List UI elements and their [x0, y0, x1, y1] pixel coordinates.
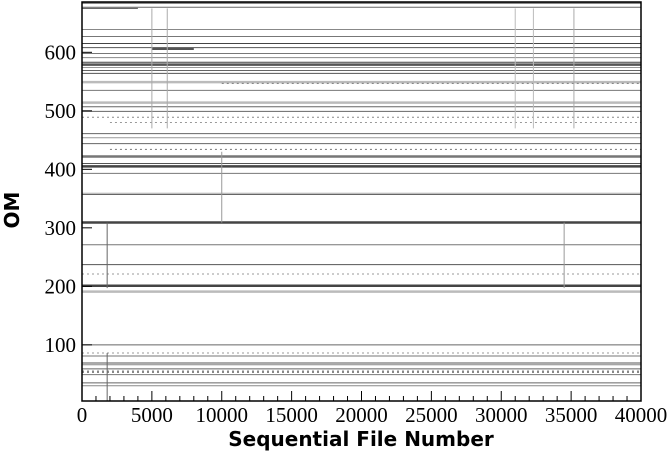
y-tick-label: 200	[45, 274, 77, 298]
axis-ticks: 0 5000 10000 15000 20000 25000 30000 35000 40000…	[45, 40, 668, 427]
y-tick-label: 500	[45, 99, 77, 123]
y-tick-label: 300	[45, 216, 77, 240]
x-tick-label: 40000	[615, 403, 668, 427]
y-tick-label: 400	[45, 157, 77, 181]
x-tick-label: 10000	[196, 403, 249, 427]
y-axis-label: OM	[0, 192, 24, 229]
x-tick-label: 35000	[545, 403, 598, 427]
x-tick-label: 30000	[475, 403, 528, 427]
plot-marks	[82, 2, 641, 401]
x-tick-label: 5000	[131, 403, 173, 427]
x-tick-label: 20000	[335, 403, 388, 427]
x-tick-label: 15000	[265, 403, 318, 427]
y-tick-label: 100	[45, 333, 77, 357]
y-tick-label: 600	[45, 40, 77, 64]
x-tick-label: 0	[77, 403, 88, 427]
x-tick-label: 25000	[405, 403, 458, 427]
x-axis-label: Sequential File Number	[228, 427, 494, 451]
